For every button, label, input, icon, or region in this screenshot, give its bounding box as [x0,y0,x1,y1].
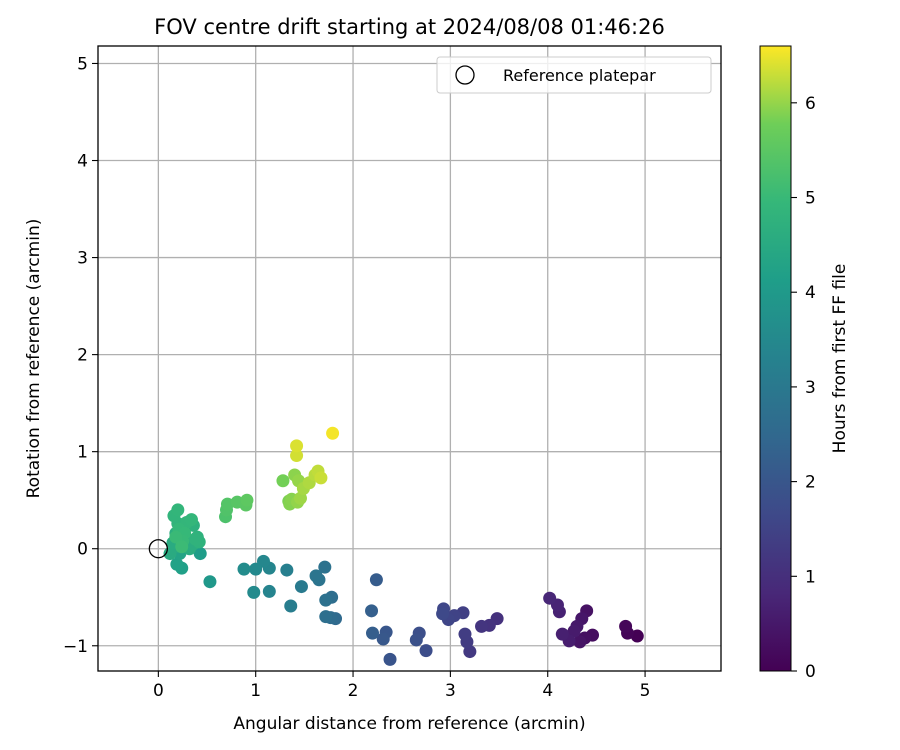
data-point [247,585,261,599]
data-point [573,635,587,649]
data-point [319,610,333,624]
x-tick-label: 3 [445,681,456,701]
x-tick-label: 0 [153,681,164,701]
data-point [170,557,184,571]
x-axis: 0 1 2 3 4 5 [153,671,651,701]
chart-title: FOV centre drift starting at 2024/08/08 … [154,15,665,39]
data-point [319,593,333,607]
x-tick-label: 2 [348,681,359,701]
data-point [276,474,290,488]
data-points [163,426,644,666]
legend: Reference platepar [436,56,712,94]
data-point [567,624,581,638]
data-point [409,633,423,647]
data-point [171,503,185,517]
data-point [369,573,383,587]
data-point [458,627,472,641]
y-axis: −1 0 1 2 3 4 5 [63,54,98,657]
data-point [436,607,450,621]
y-axis-label: Rotation from reference (arcmin) [24,219,44,499]
colorbar-tick-label: 4 [805,283,816,303]
colorbar-gradient [759,45,792,672]
data-point [475,619,489,633]
colorbar-tick-label: 1 [805,567,816,587]
colorbar-tick-label: 3 [805,378,816,398]
data-point [366,626,380,640]
colorbar-label: Hours from first FF file [830,264,850,454]
data-point [175,540,189,554]
data-point [290,449,304,463]
data-point [240,493,254,507]
data-point [203,575,217,589]
x-tick-label: 5 [640,681,651,701]
plot-frame [97,45,722,672]
x-tick-label: 4 [542,681,553,701]
data-point [318,560,332,574]
y-tick-label: 5 [77,54,88,74]
data-point [193,547,207,561]
data-point [294,580,308,594]
colorbar-tick-label: 2 [805,473,816,493]
data-point [237,562,251,576]
data-point [419,644,433,658]
data-point [184,513,198,527]
y-tick-label: 4 [77,152,88,172]
colorbar-ticks: 0 1 2 3 4 5 6 [791,94,816,682]
reference-marker [148,539,169,559]
data-point [290,439,304,453]
data-point [314,471,328,485]
legend-label-reference: Reference platepar [503,66,656,85]
data-point [188,532,202,546]
legend-marker-reference [455,65,475,85]
data-point [284,599,298,613]
data-point [619,619,633,633]
reference-point [148,539,169,559]
data-point [326,426,340,440]
data-point [555,627,569,641]
data-point [169,530,183,544]
data-point [543,591,557,605]
colorbar-tick-label: 5 [805,189,816,209]
data-point [249,562,263,576]
data-point [309,569,323,583]
colorbar: 0 1 2 3 4 5 6 Hours from first FF file [759,45,850,682]
data-point [280,563,294,577]
y-tick-label: 1 [77,443,88,463]
data-point [220,497,234,511]
grid-lines [98,46,721,671]
y-tick-label: 3 [77,249,88,269]
colorbar-tick-label: 0 [805,662,816,682]
x-tick-label: 1 [250,681,261,701]
data-point [376,632,390,646]
legend-box [436,56,712,94]
colorbar-tick-label: 6 [805,94,816,114]
data-point [383,652,397,666]
data-point [365,604,379,618]
y-tick-label: 2 [77,346,88,366]
y-tick-label: 0 [77,540,88,560]
data-point [262,584,276,598]
y-tick-label: −1 [63,637,88,657]
x-axis-label: Angular distance from reference (arcmin) [233,714,585,734]
